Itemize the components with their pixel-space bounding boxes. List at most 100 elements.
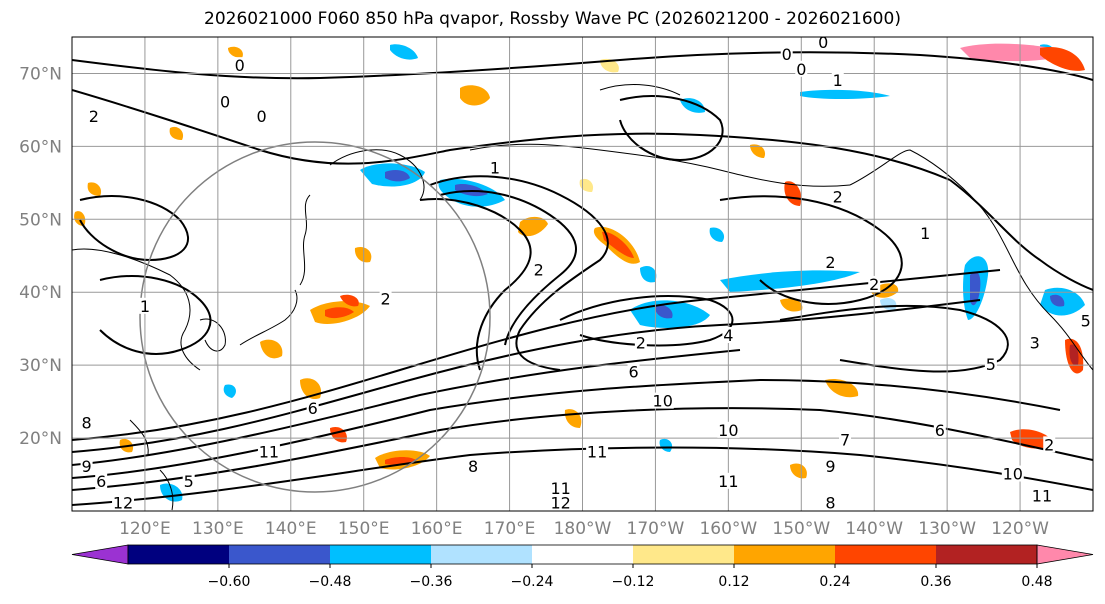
contour-label-23: 10 (718, 421, 738, 440)
contour-label-19: 5 (986, 355, 996, 374)
contour-line (779, 304, 1009, 373)
positive-anomaly-patch (780, 298, 803, 312)
contour-label-bg (780, 46, 793, 63)
lat-label-3: 40°N (19, 283, 62, 303)
coastline (239, 289, 298, 346)
lon-label-4: 160°E (411, 519, 463, 539)
negative-anomaly-patch (800, 89, 890, 99)
contour-label-bg (95, 472, 108, 489)
contour-label-bg (257, 443, 280, 460)
lon-label-9: 150°W (772, 519, 830, 539)
contour-label-11: 2 (825, 253, 835, 272)
contour-label-9: 2 (833, 187, 843, 206)
colorbar-label-8: 0.48 (1021, 574, 1052, 590)
positive-anomaly-patch (260, 339, 283, 359)
contour-label-bg (817, 37, 830, 50)
contour-label-1: 0 (782, 45, 792, 64)
gridlines (72, 37, 1093, 511)
positive-anomaly-patch (169, 126, 184, 140)
contour-label-28: 11 (259, 443, 279, 462)
colorbar-bin-4 (532, 545, 634, 564)
coastline (469, 143, 851, 187)
coastline (599, 84, 681, 96)
colorbar-bin-2 (330, 545, 432, 564)
negative-anomaly-patch (455, 184, 488, 197)
contour-label-16: 2 (636, 333, 646, 352)
colorbar-label-4: −0.12 (612, 574, 655, 590)
contour-label-bg (182, 472, 195, 489)
contour-label-bg (532, 261, 545, 278)
positive-anomaly-patch (600, 58, 619, 73)
contour-label-bg (868, 275, 881, 292)
contour-label-bg (824, 494, 837, 511)
colorbar-tick-labels: −0.60 −0.48 −0.36 −0.24 −0.12 0.12 0.24 0.36 0.4… (208, 564, 1053, 590)
contour-label-38: 6 (96, 472, 106, 491)
contour-label-bg (138, 297, 151, 314)
contour-label-bg (795, 60, 808, 77)
lat-label-0: 70°N (19, 64, 62, 84)
contour-label-0: 0 (818, 33, 828, 52)
coastline (72, 248, 201, 371)
contour-line (72, 51, 1093, 81)
contour-label-14: 2 (380, 290, 390, 309)
lon-label-1: 130°E (192, 519, 244, 539)
contour-line (439, 190, 577, 346)
lat-label-4: 30°N (19, 356, 62, 376)
lon-label-0: 120°E (119, 519, 171, 539)
latitude-labels: 70°N 60°N 50°N 40°N 30°N 20°N (19, 64, 62, 449)
contour-label-bg (919, 224, 932, 241)
colorbar-label-6: 0.24 (819, 574, 850, 590)
contour-label-bg (634, 334, 647, 351)
contour-label-bg (651, 392, 674, 409)
contour-label-10: 1 (920, 224, 930, 243)
contour-label-bg (219, 93, 232, 110)
positive-anomaly-patch (790, 463, 807, 479)
contour-line (619, 95, 724, 162)
contour-label-bg (467, 458, 480, 475)
lon-label-11: 130°W (918, 519, 976, 539)
positive-anomaly-patch (74, 211, 86, 226)
positive-anomaly-patch (1069, 344, 1079, 366)
contour-line (719, 195, 903, 305)
contour-label-36: 12 (113, 494, 133, 513)
contour-label-bg (488, 159, 501, 176)
contour-line (72, 269, 1001, 441)
contour-label-3: 0 (235, 56, 245, 75)
coastline (1009, 254, 1093, 371)
contour-label-18: 6 (628, 362, 638, 381)
contour-label-6: 1 (833, 71, 843, 90)
coastline (849, 149, 1011, 256)
colorbar-extend-low (71, 544, 129, 565)
colorbar-bin-1 (229, 545, 331, 564)
contour-label-bg (80, 414, 93, 431)
negative-anomaly-patch (640, 265, 657, 283)
longitude-labels: 120°E 130°E 140°E 150°E 160°E 170°E 180°W 170°W… (119, 519, 1049, 539)
colorbar-bin-0 (128, 545, 230, 564)
contour-line (99, 275, 212, 355)
lon-label-3: 150°E (338, 519, 390, 539)
contour-label-bg (1001, 465, 1024, 482)
contour-label-bg (831, 188, 844, 205)
contour-label-5: 0 (257, 107, 267, 126)
contour-label-bg (824, 458, 837, 475)
coastline (199, 318, 226, 352)
colorbar-label-5: 0.12 (718, 574, 749, 590)
contour-label-37: 9 (81, 457, 91, 476)
contour-label-bg (984, 356, 997, 373)
contour-label-40: 5 (184, 472, 194, 491)
positive-anomaly-patch (602, 231, 634, 258)
coastline (329, 149, 425, 201)
contour-label-bg (233, 57, 246, 74)
positive-anomaly-patch (518, 216, 548, 237)
coastline (159, 469, 174, 511)
colorbar-label-1: −0.48 (309, 574, 352, 590)
contour-label-bg (722, 326, 735, 343)
contour-label-21: 6 (308, 399, 318, 418)
colorbar-extend-high (1036, 544, 1094, 565)
contour-label-4: 0 (220, 93, 230, 112)
contour-line (79, 195, 190, 262)
contour-label-bg (627, 363, 640, 380)
